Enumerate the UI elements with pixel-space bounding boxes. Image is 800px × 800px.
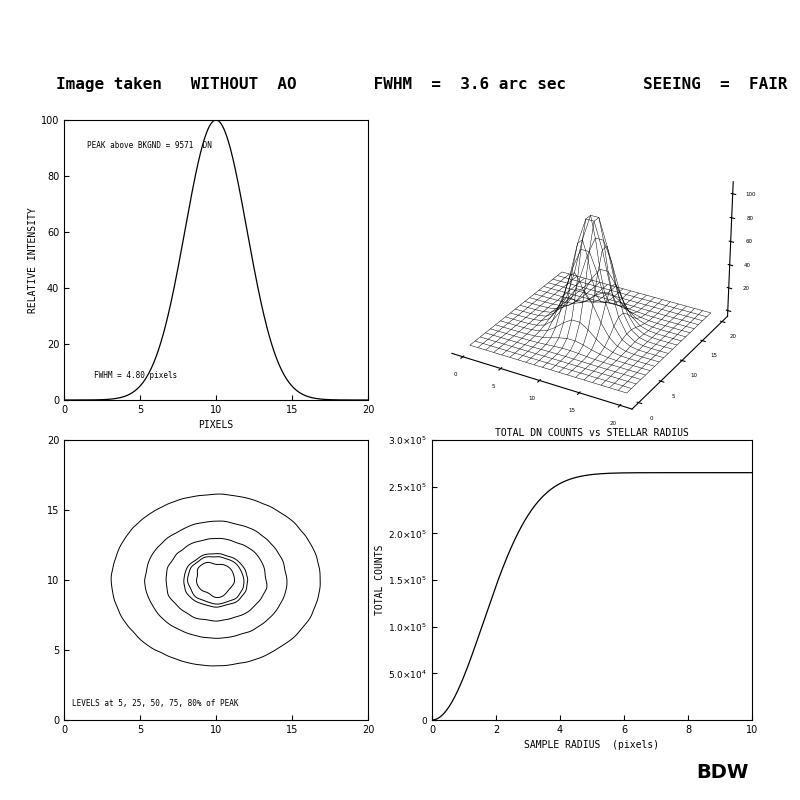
Text: BDW: BDW — [696, 762, 748, 782]
X-axis label: PIXELS: PIXELS — [198, 421, 234, 430]
Title: TOTAL DN COUNTS vs STELLAR RADIUS: TOTAL DN COUNTS vs STELLAR RADIUS — [495, 428, 689, 438]
Y-axis label: RELATIVE INTENSITY: RELATIVE INTENSITY — [28, 207, 38, 313]
Text: PEAK above BKGND = 9571  DN: PEAK above BKGND = 9571 DN — [86, 141, 212, 150]
Text: Image taken   WITHOUT  AO        FWHM  =  3.6 arc sec        SEEING  =  FAIR: Image taken WITHOUT AO FWHM = 3.6 arc se… — [56, 77, 787, 91]
Text: LEVELS at 5, 25, 50, 75, 80% of PEAK: LEVELS at 5, 25, 50, 75, 80% of PEAK — [72, 699, 238, 708]
Text: FWHM = 4.80 pixels: FWHM = 4.80 pixels — [94, 370, 178, 380]
Y-axis label: TOTAL COUNTS: TOTAL COUNTS — [375, 545, 386, 615]
X-axis label: SAMPLE RADIUS  (pixels): SAMPLE RADIUS (pixels) — [525, 741, 659, 750]
